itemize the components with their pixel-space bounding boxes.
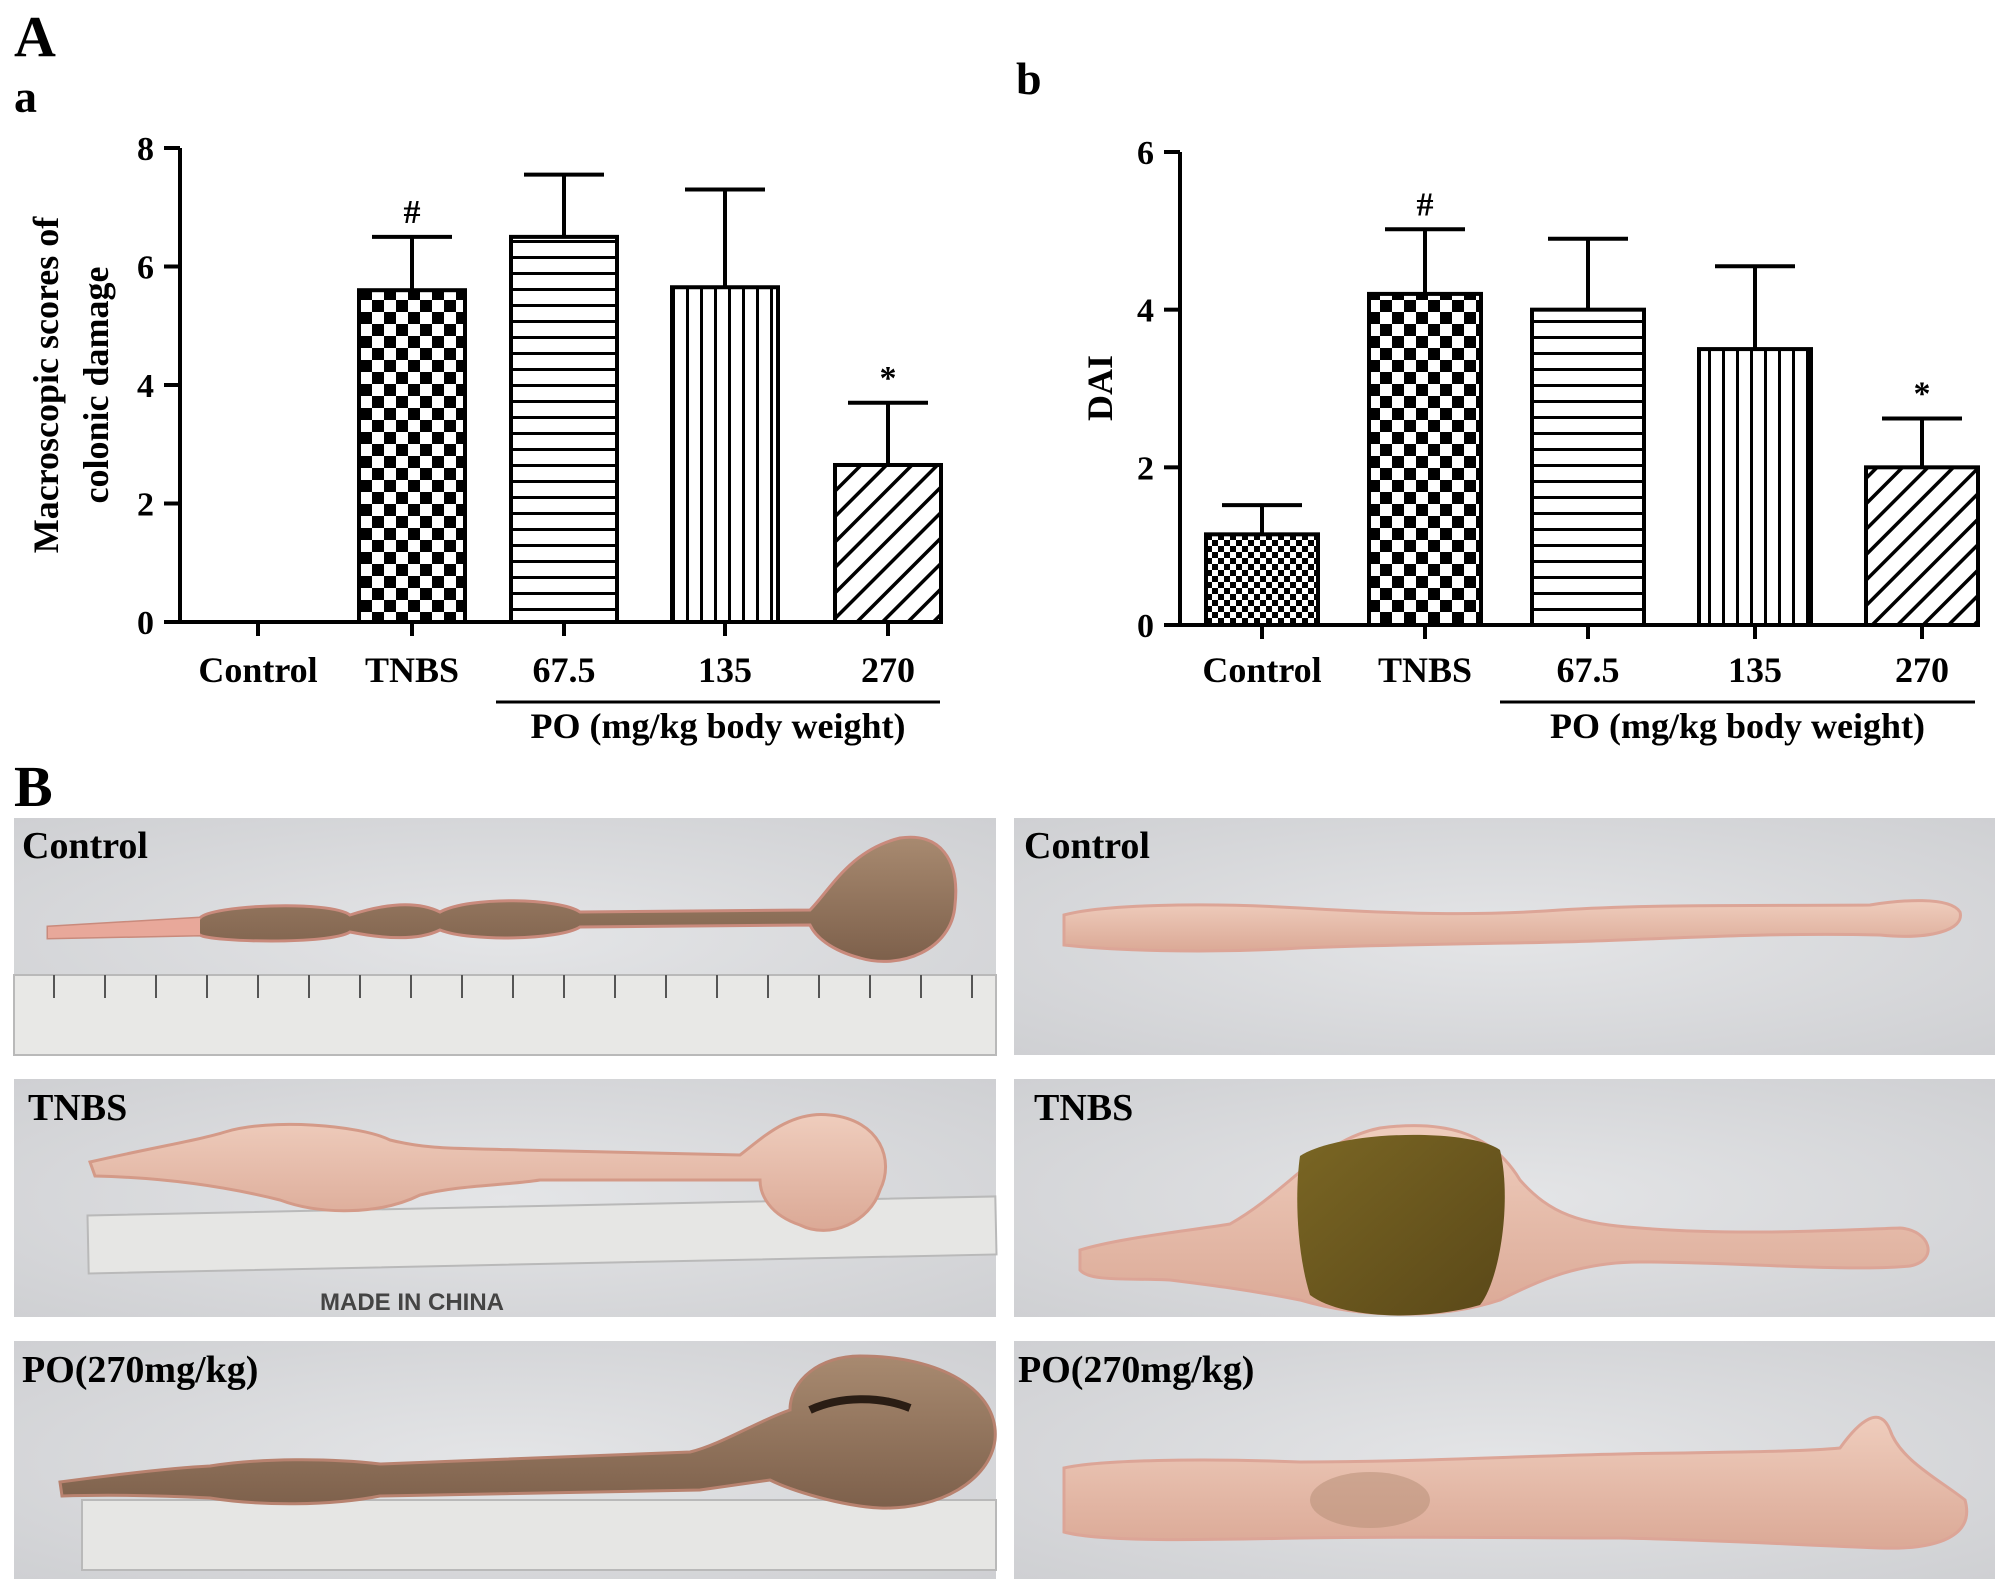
- y-tick-label: 6: [1137, 135, 1154, 172]
- bar-270: [833, 462, 943, 624]
- category-label-67.5: 67.5: [533, 650, 596, 690]
- y-tick-label: 0: [1137, 608, 1154, 645]
- photo-right-po: [1014, 1341, 1995, 1579]
- photo-label-right-control: Control: [1024, 825, 1150, 867]
- category-label-270: 270: [1895, 650, 1949, 690]
- y-tick-label: 8: [137, 131, 154, 168]
- chart-macroscopic-score: a 0 2 4 6 8 Macroscopic scores of colonic damag…: [14, 71, 943, 746]
- bar-135: [1697, 347, 1813, 627]
- category-label-135: 135: [1728, 650, 1782, 690]
- bar-Control: [1204, 532, 1320, 628]
- category-label-Control: Control: [198, 650, 317, 690]
- colon-photo-grid: MADE IN CHINA Control TNBS: [13, 818, 1995, 1579]
- bar-TNBS: [357, 288, 467, 624]
- significance-marker-270: *: [1914, 375, 1931, 412]
- category-label-135: 135: [698, 650, 752, 690]
- category-label-Control: Control: [1202, 650, 1321, 690]
- panel-label-a: a: [14, 71, 37, 122]
- y-axis-title-line-1: Macroscopic scores of: [26, 216, 66, 554]
- bar-TNBS: [1367, 291, 1483, 627]
- bar-67.5: [509, 234, 619, 624]
- photo-label-left-po: PO(270mg/kg): [22, 1349, 258, 1391]
- bar-135: [670, 285, 780, 624]
- photo-label-left-control: Control: [22, 825, 148, 867]
- significance-marker-270: *: [880, 360, 897, 397]
- y-axis-title-line-2: colonic damage: [76, 267, 116, 504]
- photo-left-control: [13, 818, 997, 1056]
- photo-label-right-tnbs: TNBS: [1034, 1087, 1133, 1129]
- category-label-TNBS: TNBS: [365, 650, 459, 690]
- photo-label-right-po: PO(270mg/kg): [1018, 1349, 1254, 1391]
- photo-left-tnbs: MADE IN CHINA: [14, 1079, 998, 1317]
- panel-label-b: b: [1016, 53, 1042, 104]
- bar-67.5: [1530, 307, 1646, 627]
- panel-letter-b-group: B: [14, 754, 53, 819]
- y-axis-title: DAI: [1080, 355, 1120, 421]
- y-tick-label: 2: [1137, 450, 1154, 487]
- significance-marker-TNBS: #: [404, 194, 421, 231]
- photo-label-left-tnbs: TNBS: [28, 1087, 127, 1129]
- significance-marker-TNBS: #: [1417, 186, 1434, 223]
- group-label: PO (mg/kg body weight): [1550, 706, 1925, 746]
- chart-dai: b 0 2 4 6 DAI Control # TNBS 67.5 135 * 270 PO (mg/kg…: [1016, 53, 1980, 746]
- group-label: PO (mg/kg body weight): [530, 706, 905, 746]
- ruler-ticks: [53, 975, 973, 998]
- panel-letter-a-group: A: [14, 4, 56, 69]
- category-label-270: 270: [861, 650, 915, 690]
- category-label-67.5: 67.5: [1557, 650, 1620, 690]
- y-tick-label: 4: [137, 368, 154, 405]
- photo-left-po: [14, 1341, 997, 1579]
- y-tick-label: 0: [137, 605, 154, 642]
- photo-right-control: [1014, 818, 1995, 1055]
- y-tick-label: 6: [137, 250, 154, 287]
- category-label-TNBS: TNBS: [1378, 650, 1472, 690]
- bar-270: [1864, 465, 1980, 628]
- ruler-made-in-china-text: MADE IN CHINA: [320, 1289, 504, 1316]
- y-tick-label: 2: [137, 487, 154, 524]
- y-tick-label: 4: [1137, 293, 1154, 330]
- photo-right-tnbs: [1014, 1079, 1995, 1317]
